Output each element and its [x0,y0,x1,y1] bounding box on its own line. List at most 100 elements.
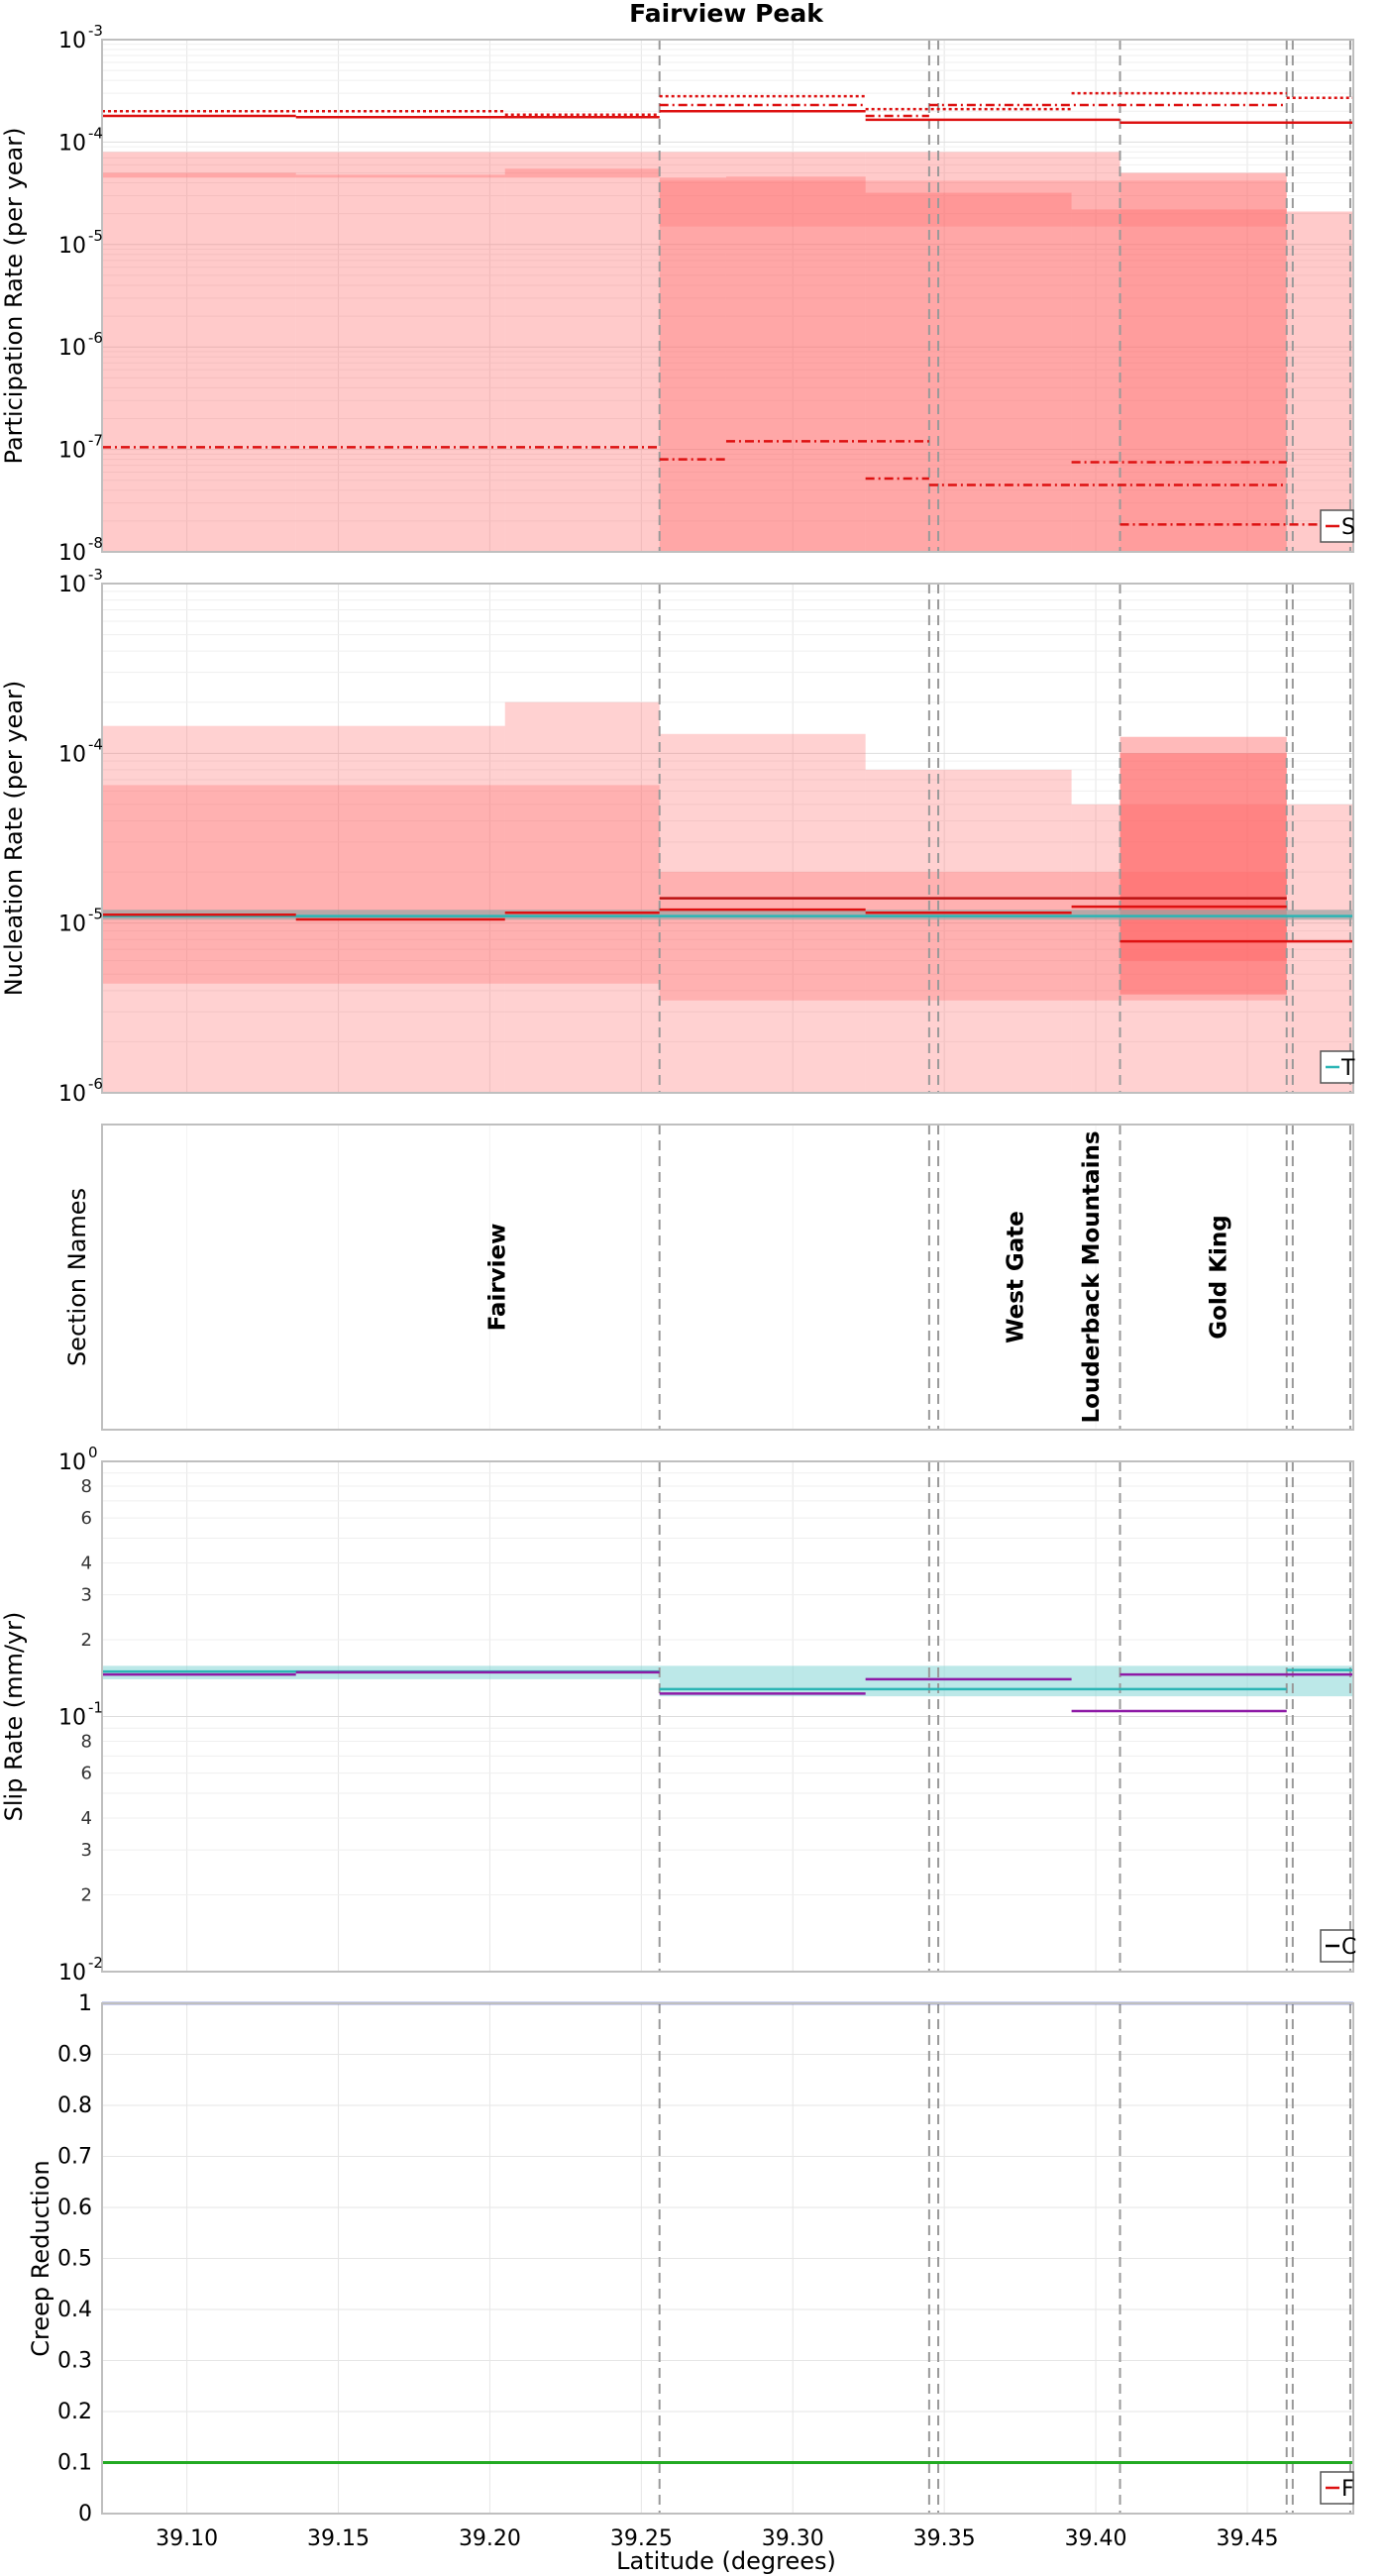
y-minor-tick-label: 3 [81,1585,92,1606]
y-tick-exponent: -4 [88,124,103,142]
y-tick-base: 10 [58,1961,86,1986]
plot-area [102,1125,1353,1430]
y-tick-base: 10 [58,131,86,156]
y-minor-tick-label: 2 [81,1630,92,1651]
y-axis-label: Section Names [63,1188,91,1366]
y-minor-tick-label: 2 [81,1884,92,1905]
y-tick-label: 10 [58,541,86,566]
y-tick-base: 10 [58,912,86,937]
uncertainty-band [865,769,1072,1093]
axes-frame [101,1124,1354,1431]
y-tick-label: 0 [78,2502,92,2526]
y-tick-label: 10 [58,742,86,767]
uncertainty-band [102,785,660,984]
y-axis-label: Slip Rate (mm/yr) [0,1612,28,1822]
y-tick-base: 10 [58,573,86,597]
section-name-label: Fairview [485,1224,511,1332]
uncertainty-band [102,172,296,553]
y-minor-tick-label: 8 [81,1731,92,1752]
y-tick-label: 0.5 [57,2247,92,2272]
legend: S [1320,509,1355,543]
uncertainty-band [102,152,660,178]
axes-frame [101,2002,1354,2515]
y-tick-label: 0.7 [57,2145,92,2170]
legend-entry-label: T [1340,1056,1355,1081]
chart-title: Fairview Peak [629,0,824,28]
y-tick-exponent: -6 [88,329,103,347]
y-tick-base: 10 [58,336,86,361]
y-minor-tick-label: 6 [81,1764,92,1784]
y-minor-tick-label: 4 [81,1553,92,1573]
y-tick-exponent: -5 [88,227,103,245]
uncertainty-band [659,177,726,553]
y-tick-exponent: -6 [88,1075,103,1093]
legend-entry-label: S [1341,515,1355,540]
uncertainty-band [725,176,866,552]
y-axis-label: Participation Rate (per year) [0,128,28,465]
uncertainty-band [865,192,1072,552]
x-tick-label: 39.10 [156,2526,218,2551]
y-tick-label: 10 [58,439,86,464]
y-tick-label: 10 [58,1082,86,1107]
uncertainty-band [1071,209,1287,552]
uncertainty-band [504,168,660,552]
y-tick-exponent: -3 [88,22,103,40]
uncertainty-band [295,174,505,552]
section-name-label: Gold King [1207,1215,1232,1340]
y-minor-tick-label: 4 [81,1808,92,1829]
legend: C [1320,1929,1356,1963]
uncertainty-band [659,180,1287,227]
y-axis-label: Creep Reduction [27,2160,54,2356]
x-tick-label: 39.45 [1216,2526,1278,2551]
x-tick-label: 39.15 [307,2526,370,2551]
y-tick-base: 10 [58,439,86,464]
uncertainty-band [659,1665,1353,1697]
x-axis-label: Latitude (degrees) [616,2547,836,2575]
y-tick-label: 10 [58,131,86,156]
legend-entry-label: F [1341,2477,1354,2502]
y-tick-exponent: -3 [88,566,103,584]
y-tick-base: 10 [58,1706,86,1731]
y-tick-exponent: -7 [88,432,103,450]
y-tick-base: 10 [58,1082,86,1107]
plot-area [102,40,1353,552]
y-tick-base: 10 [58,1450,86,1475]
x-tick-label: 39.25 [610,2526,673,2551]
y-tick-label: 10 [58,336,86,361]
uncertainty-band [504,701,660,1093]
y-tick-label: 0.3 [57,2349,92,2374]
y-tick-exponent: -4 [88,735,103,753]
y-tick-label: 10 [58,1706,86,1731]
y-tick-base: 10 [58,234,86,259]
y-tick-exponent: -5 [88,906,103,923]
y-tick-exponent: 0 [88,1444,98,1461]
y-tick-label: 0.1 [57,2451,92,2476]
y-tick-exponent: -2 [88,1954,103,1972]
x-tick-label: 39.35 [913,2526,976,2551]
panel-sections: Fairview West Gate Louderback Mountains Gol… [63,1124,1354,1431]
y-tick-label: 10 [58,1961,86,1986]
x-tick-label: 39.30 [762,2526,824,2551]
y-tick-label: 0.8 [57,2093,92,2118]
panel-creep: 0 0.1 0.2 0.3 0.4 0.5 0.6 0.7 0.8 0.9 1 Creep Reduc… [27,1991,1354,2526]
section-name-label: Louderback Mountains [1079,1130,1105,1423]
legend: F [1320,2471,1354,2505]
axes-frame [101,583,1354,1094]
section-name-label: West Gate [1004,1211,1029,1343]
y-tick-label: 1 [78,1991,92,2016]
y-minor-tick-label: 8 [81,1476,92,1497]
y-minor-tick-label: 6 [81,1508,92,1529]
y-tick-label: 10 [58,573,86,597]
y-tick-exponent: -1 [88,1699,103,1717]
y-tick-label: 0.4 [57,2298,92,2322]
y-tick-label: 10 [58,912,86,937]
uncertainty-band [102,725,505,1093]
y-tick-label: 10 [58,234,86,259]
y-tick-base: 10 [58,29,86,54]
y-tick-base: 10 [58,742,86,767]
x-tick-label: 39.40 [1065,2526,1127,2551]
